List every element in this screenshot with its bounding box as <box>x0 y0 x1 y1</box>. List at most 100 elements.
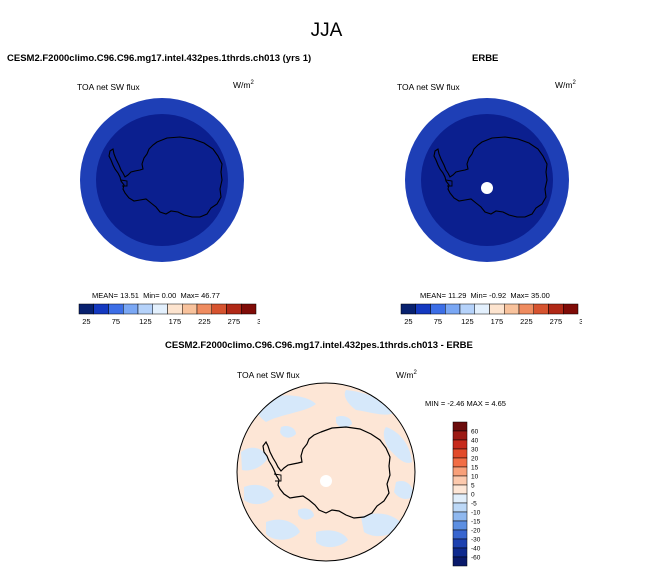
obs-colorbar-swatch <box>489 303 505 315</box>
diff-colorbar: 60 40 30 20 15 10 5 0 -5 -10 -15 -20 -30 -40 -60 <box>452 421 481 567</box>
model-polar-map <box>80 98 244 262</box>
model-colorbar-swatch <box>211 303 227 315</box>
diff-colorbar-swatch <box>452 511 468 522</box>
diff-colorbar-tick-label: -20 <box>471 528 481 535</box>
diff-colorbar-swatch <box>452 493 468 504</box>
model-colorbar-swatch <box>78 303 94 315</box>
obs-colorbar-swatch <box>445 303 461 315</box>
diff-colorbar-swatch <box>452 457 468 468</box>
model-colorbar-swatch <box>241 303 257 315</box>
obs-colorbar-swatch <box>415 303 431 315</box>
obs-colorbar-swatch <box>430 303 446 315</box>
model-colorbar-swatch <box>137 303 153 315</box>
diff-panel-title: CESM2.F2000climo.C96.C96.mg17.intel.432p… <box>165 340 473 351</box>
model-colorbar-swatch <box>123 303 139 315</box>
diff-variable-label: TOA net SW flux <box>237 370 300 380</box>
diff-colorbar-tick-label: -60 <box>471 555 481 562</box>
obs-colorbar: 2575125175225275325375 <box>400 303 582 326</box>
model-colorbar-tick-label: 125 <box>139 317 152 326</box>
obs-colorbar-swatch <box>563 303 579 315</box>
diff-colorbar-swatch <box>452 421 468 432</box>
diff-colorbar-swatch <box>452 484 468 495</box>
model-colorbar-swatch <box>167 303 183 315</box>
diff-colorbar-tick-label: 15 <box>471 465 479 472</box>
model-colorbar-swatch <box>152 303 168 315</box>
model-colorbar-swatch <box>182 303 198 315</box>
obs-colorbar-tick-label: 325 <box>579 317 582 326</box>
diff-colorbar-tick-label: -10 <box>471 510 481 517</box>
diff-colorbar-swatch <box>452 529 468 540</box>
figure-title: JJA <box>310 20 343 41</box>
diff-colorbar-tick-label: 30 <box>471 447 479 454</box>
diff-antarctica-coastline <box>262 426 391 519</box>
diff-negative-patches <box>241 390 414 559</box>
obs-colorbar-swatch <box>459 303 475 315</box>
diff-colorbar-tick-label: -15 <box>471 519 481 526</box>
diff-colorbar-tick-label: 60 <box>471 429 479 436</box>
diff-colorbar-swatch <box>452 430 468 441</box>
diff-colorbar-tick-label: 40 <box>471 438 479 445</box>
diff-colorbar-swatch <box>452 547 468 558</box>
obs-colorbar-swatch <box>474 303 490 315</box>
obs-colorbar-swatch <box>548 303 564 315</box>
model-colorbar-tick-label: 325 <box>257 317 260 326</box>
model-island-outline <box>120 179 128 187</box>
model-variable-label: TOA net SW flux <box>77 82 140 92</box>
obs-colorbar-tick-label: 75 <box>434 317 442 326</box>
model-colorbar-swatch <box>93 303 109 315</box>
diff-colorbar-tick-label: -40 <box>471 546 481 553</box>
obs-colorbar-swatch <box>400 303 416 315</box>
obs-colorbar-tick-label: 125 <box>461 317 474 326</box>
obs-antarctica-coastline <box>433 136 548 218</box>
diff-colorbar-swatch <box>452 538 468 549</box>
obs-colorbar-tick-label: 225 <box>520 317 533 326</box>
obs-island-outline <box>445 179 453 187</box>
diff-map-border <box>236 382 416 562</box>
model-panel-title: CESM2.F2000climo.C96.C96.mg17.intel.432p… <box>7 53 312 64</box>
obs-colorbar-swatch <box>518 303 534 315</box>
model-colorbar-tick-label: 225 <box>198 317 211 326</box>
diff-colorbar-swatch <box>452 502 468 513</box>
diff-colorbar-swatch <box>452 448 468 459</box>
model-colorbar-swatch <box>226 303 242 315</box>
model-colorbar-tick-label: 175 <box>169 317 182 326</box>
diff-colorbar-tick-label: -30 <box>471 537 481 544</box>
diff-units-label: W/m2 <box>396 370 417 380</box>
diff-colorbar-swatch <box>452 520 468 531</box>
diff-colorbar-swatch <box>452 475 468 486</box>
diff-stats: MIN = -2.46 MAX = 4.65 <box>425 399 506 408</box>
obs-polar-map <box>405 98 569 262</box>
diff-colorbar-swatch <box>452 556 468 567</box>
obs-stats: MEAN= 11.29 Min= -0.92 Max= 35.00 <box>420 291 550 300</box>
obs-inner-field <box>421 114 553 246</box>
model-colorbar-tick-label: 275 <box>228 317 241 326</box>
model-colorbar-swatch <box>196 303 212 315</box>
diff-colorbar-tick-label: 5 <box>471 483 475 490</box>
model-colorbar-tick-label: 25 <box>82 317 90 326</box>
diff-missing-pole <box>320 475 332 487</box>
model-colorbar-tick-label: 75 <box>112 317 120 326</box>
obs-colorbar-tick-label: 175 <box>491 317 504 326</box>
obs-colorbar-tick-label: 275 <box>550 317 563 326</box>
obs-units-label: W/m2 <box>555 80 576 90</box>
model-antarctica-coastline <box>108 136 223 218</box>
obs-missing-pole <box>481 182 493 194</box>
diff-colorbar-swatch <box>452 466 468 477</box>
model-colorbar: 2575125175225275325375 <box>78 303 260 326</box>
obs-colorbar-swatch <box>504 303 520 315</box>
diff-island-outline <box>273 473 282 482</box>
model-stats: MEAN= 13.51 Min= 0.00 Max= 46.77 <box>92 291 220 300</box>
diff-colorbar-swatch <box>452 439 468 450</box>
model-inner-field <box>96 114 228 246</box>
diff-colorbar-tick-label: -5 <box>471 501 477 508</box>
obs-colorbar-tick-label: 25 <box>404 317 412 326</box>
obs-colorbar-swatch <box>533 303 549 315</box>
model-colorbar-swatch <box>108 303 124 315</box>
diff-colorbar-tick-label: 10 <box>471 474 479 481</box>
diff-colorbar-tick-label: 20 <box>471 456 479 463</box>
diff-polar-map <box>236 382 416 562</box>
obs-variable-label: TOA net SW flux <box>397 82 460 92</box>
diff-colorbar-tick-label: 0 <box>471 492 475 499</box>
obs-panel-title: ERBE <box>472 53 499 64</box>
model-units-label: W/m2 <box>233 80 254 90</box>
